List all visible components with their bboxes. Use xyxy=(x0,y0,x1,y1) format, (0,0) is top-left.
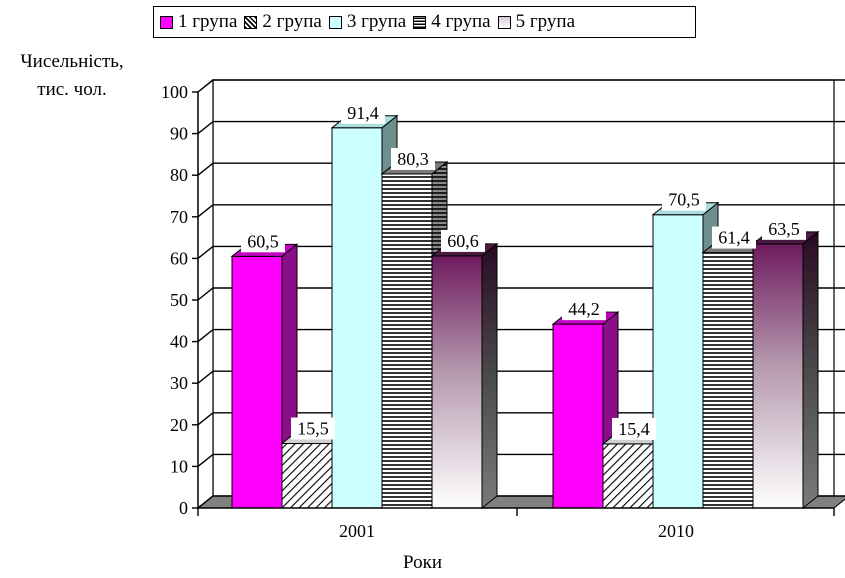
x-tick-label-2001: 2001 xyxy=(339,521,375,541)
y-axis-label: Чисельність, тис. чол. xyxy=(6,48,138,104)
bar-front-2010-2 xyxy=(602,443,654,509)
gridline-60 xyxy=(197,245,845,259)
bar-2010-series-1 xyxy=(551,311,620,510)
bar-front-2001-1 xyxy=(231,255,283,509)
y-tick-label-80: 80 xyxy=(170,165,188,185)
gridline-70 xyxy=(197,204,845,218)
gridline-20 xyxy=(197,412,845,426)
x-tick-label-2010: 2010 xyxy=(658,521,694,541)
legend-label-2: 2 група xyxy=(262,11,322,32)
bar-side-2010-5 xyxy=(802,230,819,510)
data-label-2001-3: 91,4 xyxy=(347,103,379,123)
legend-item-4: 4 група xyxy=(413,11,491,33)
y-tick-label-100: 100 xyxy=(161,82,188,102)
legend-item-3: 3 група xyxy=(328,11,407,33)
bar-front-2001-3 xyxy=(331,127,383,509)
bar-2010-series-5 xyxy=(751,230,820,510)
legend: 1 група 2 група 3 група 4 група 5 група xyxy=(153,6,696,38)
data-label-2001-4: 80,3 xyxy=(397,149,429,169)
data-label-2001-5: 60,6 xyxy=(447,231,479,251)
data-label-2001-2: 15,5 xyxy=(297,419,329,439)
y-tick-label-50: 50 xyxy=(170,290,188,310)
bar-front-2001-4 xyxy=(381,173,433,509)
y-tick-label-60: 60 xyxy=(170,248,188,268)
legend-swatch-3 xyxy=(328,15,342,29)
legend-label-3: 3 група xyxy=(346,11,407,32)
data-label-bg-2010-5 xyxy=(762,217,806,240)
chart-data-labels: 60,5 15,5 91,4 80,3 60,6 44,2 15,4 70,5 61,4 63,5 xyxy=(241,101,806,440)
bar-front-2010-5 xyxy=(752,243,804,509)
legend-item-2: 2 група xyxy=(244,11,322,33)
y-axis-label-line2: тис. чол. xyxy=(37,79,107,100)
bar-side-2001-5 xyxy=(481,242,498,510)
data-label-2010-5: 63,5 xyxy=(768,219,800,239)
bar-2001-series-5 xyxy=(430,242,499,510)
data-label-bg-2001-4 xyxy=(391,147,435,170)
bar-front-2010-3 xyxy=(652,214,704,509)
y-axis-label-line1: Чисельність, xyxy=(20,51,124,72)
data-label-bg-2010-1 xyxy=(562,298,606,321)
data-label-bg-2010-2 xyxy=(612,417,656,440)
bar-front-2001-5 xyxy=(431,255,483,509)
y-tick-label-90: 90 xyxy=(170,124,188,144)
legend-swatch-1 xyxy=(160,15,173,29)
data-label-2001-1: 60,5 xyxy=(247,231,279,251)
gridline-40 xyxy=(197,328,845,343)
legend-swatch-2 xyxy=(244,15,258,29)
y-tick-label-0: 0 xyxy=(179,498,188,518)
gridline-90 xyxy=(197,120,845,135)
y-tick-label-70: 70 xyxy=(170,207,188,227)
legend-item-1: 1 група xyxy=(160,11,237,33)
bar-front-2010-1 xyxy=(552,323,604,509)
y-tick-label-30: 30 xyxy=(170,373,188,393)
y-tick-label-40: 40 xyxy=(170,332,188,352)
data-label-bg-2001-1 xyxy=(241,230,285,253)
chart-axes: 0 10 20 30 40 50 60 70 80 90 100 2001 2010 xyxy=(161,82,835,541)
y-tick-label-20: 20 xyxy=(170,415,188,435)
bar-front-2010-4 xyxy=(702,252,754,509)
legend-swatch-5 xyxy=(497,15,511,29)
gridline-30 xyxy=(197,370,845,384)
data-label-bg-2010-3 xyxy=(662,188,706,211)
bar-front-2001-2 xyxy=(281,443,333,509)
legend-item-5: 5 група xyxy=(497,11,576,33)
data-label-2010-3: 70,5 xyxy=(668,190,700,210)
legend-label-5: 5 група xyxy=(515,11,576,32)
gridline-100 xyxy=(197,79,845,93)
data-label-bg-2001-2 xyxy=(291,417,335,440)
data-label-2010-1: 44,2 xyxy=(568,299,600,319)
legend-swatch-4 xyxy=(413,15,427,29)
legend-label-1: 1 група xyxy=(178,11,238,32)
data-label-bg-2010-4 xyxy=(712,226,756,249)
y-tick-label-10: 10 xyxy=(170,456,188,476)
x-axis-label: Роки xyxy=(403,552,442,573)
legend-label-4: 4 група xyxy=(431,11,491,32)
gridline-50 xyxy=(197,287,845,301)
gridline-80 xyxy=(197,162,845,176)
data-label-bg-2001-3 xyxy=(341,101,385,124)
data-label-2010-4: 61,4 xyxy=(718,228,750,248)
data-label-2010-2: 15,4 xyxy=(618,419,650,439)
data-label-bg-2001-5 xyxy=(441,229,485,252)
